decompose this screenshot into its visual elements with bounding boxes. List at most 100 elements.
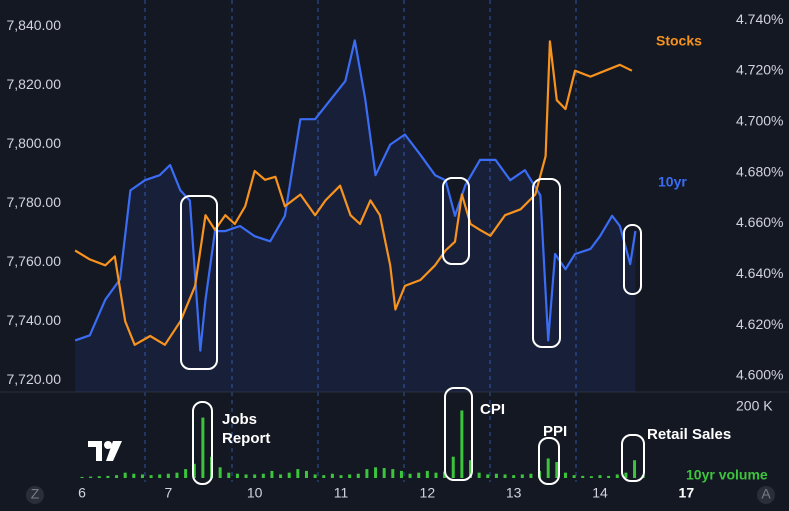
annotation: Jobs Report	[222, 411, 271, 447]
y-tick-label: 7,720.00	[7, 371, 62, 387]
volume-bar	[520, 474, 524, 478]
x-tick-label: 10	[247, 485, 263, 501]
volume-bar	[218, 467, 222, 478]
volume-bar	[365, 469, 369, 478]
volume-bar	[633, 460, 637, 478]
volume-bar	[132, 473, 136, 478]
volume-bar	[270, 470, 274, 478]
y-tick-label: 200 K	[736, 398, 773, 414]
y-tick-label: 7,800.00	[7, 135, 62, 151]
volume-bar	[460, 410, 464, 478]
y2-tick-label: 4.680%	[736, 163, 783, 179]
y-tick-label: 7,760.00	[7, 253, 62, 269]
volume-bar	[572, 475, 576, 478]
volume-bar	[356, 473, 360, 478]
volume-bar	[244, 474, 248, 478]
volume-bar	[589, 476, 593, 478]
volume-bar	[296, 469, 300, 478]
legend-label: 10yr	[658, 174, 687, 190]
volume-bar	[408, 473, 412, 478]
volume-bar	[140, 474, 144, 478]
x-tick-label: 13	[506, 485, 522, 501]
volume-bar	[555, 462, 559, 478]
volume-bar	[382, 468, 386, 478]
volume-bar	[486, 474, 490, 478]
volume-bar	[607, 475, 611, 478]
y2-tick-label: 4.720%	[736, 62, 783, 78]
annotation: CPI	[480, 401, 506, 418]
volume-bar	[97, 476, 101, 478]
volume-bar	[166, 473, 170, 478]
area	[75, 40, 636, 393]
volume-bar	[339, 475, 343, 478]
volume-bar	[227, 472, 231, 478]
volume-bar	[391, 469, 395, 478]
volume-bar	[399, 470, 403, 478]
volume-bar	[451, 456, 455, 478]
volume-bar	[123, 472, 127, 478]
x-tick-label: 11	[334, 485, 349, 501]
volume-bar	[158, 474, 162, 478]
volume-bar	[477, 472, 481, 478]
volume-bar	[279, 474, 283, 478]
logo	[88, 441, 122, 461]
y2-tick-label: 4.620%	[736, 316, 783, 332]
volume-bar	[253, 474, 257, 478]
volume-bar	[149, 475, 153, 478]
volume-bar	[563, 472, 567, 478]
volume-bar	[624, 472, 628, 478]
volume-bar	[330, 473, 334, 478]
legend-label: 10yr volume	[686, 467, 768, 483]
y2-tick-label: 4.660%	[736, 214, 783, 230]
volume-bar	[546, 458, 550, 478]
volume-bar	[615, 474, 619, 478]
volume-bar	[80, 476, 84, 478]
x-tick-label: 7	[164, 485, 172, 501]
line	[74, 40, 633, 346]
x-tick-label: 6	[78, 485, 86, 501]
volume-bar	[304, 470, 308, 478]
volume-bar	[443, 471, 447, 478]
volume-bar	[512, 475, 516, 478]
volume-bar	[469, 460, 473, 478]
volume-bar	[434, 472, 438, 478]
x-tick-label: 12	[420, 485, 436, 501]
volume-bar	[201, 417, 205, 478]
y2-tick-label: 4.740%	[736, 11, 783, 27]
volume-bar	[192, 463, 196, 478]
y-tick-label: 7,740.00	[7, 312, 62, 328]
zoom-button[interactable]	[26, 486, 44, 504]
y-tick-label: 7,820.00	[7, 76, 62, 92]
volume-bar	[529, 473, 533, 478]
x-tick-label: 14	[592, 485, 608, 501]
volume-bar	[115, 475, 119, 478]
volume-bar	[287, 472, 291, 478]
y2-tick-label: 4.640%	[736, 265, 783, 281]
legend-label: Stocks	[656, 33, 702, 49]
volume-bar	[503, 474, 507, 478]
auto-button[interactable]	[757, 486, 775, 504]
zoom-button-label[interactable]: Z	[31, 486, 40, 502]
x-tick-label: 17	[679, 485, 695, 501]
session-dividers	[144, 0, 577, 482]
y-tick-label: 7,780.00	[7, 194, 62, 210]
volume-bar	[322, 475, 326, 478]
volume-bar	[313, 474, 317, 478]
volume-bar	[348, 474, 352, 478]
annotation: PPI	[543, 423, 568, 440]
auto-button-label[interactable]: A	[761, 486, 771, 502]
volume-bar	[581, 475, 585, 478]
y2-tick-label: 4.700%	[736, 112, 783, 128]
volume-bar	[235, 473, 239, 478]
volume-bar	[261, 473, 265, 478]
annotation: Retail Sales	[647, 426, 732, 443]
y2-tick-label: 4.600%	[736, 367, 783, 383]
y-tick-label: 7,840.00	[7, 17, 62, 33]
highlight-boxes	[180, 177, 645, 485]
volume-bar	[417, 472, 421, 478]
volume-bar	[184, 469, 188, 478]
volume-bar	[425, 470, 429, 478]
volume-bar	[175, 472, 179, 478]
